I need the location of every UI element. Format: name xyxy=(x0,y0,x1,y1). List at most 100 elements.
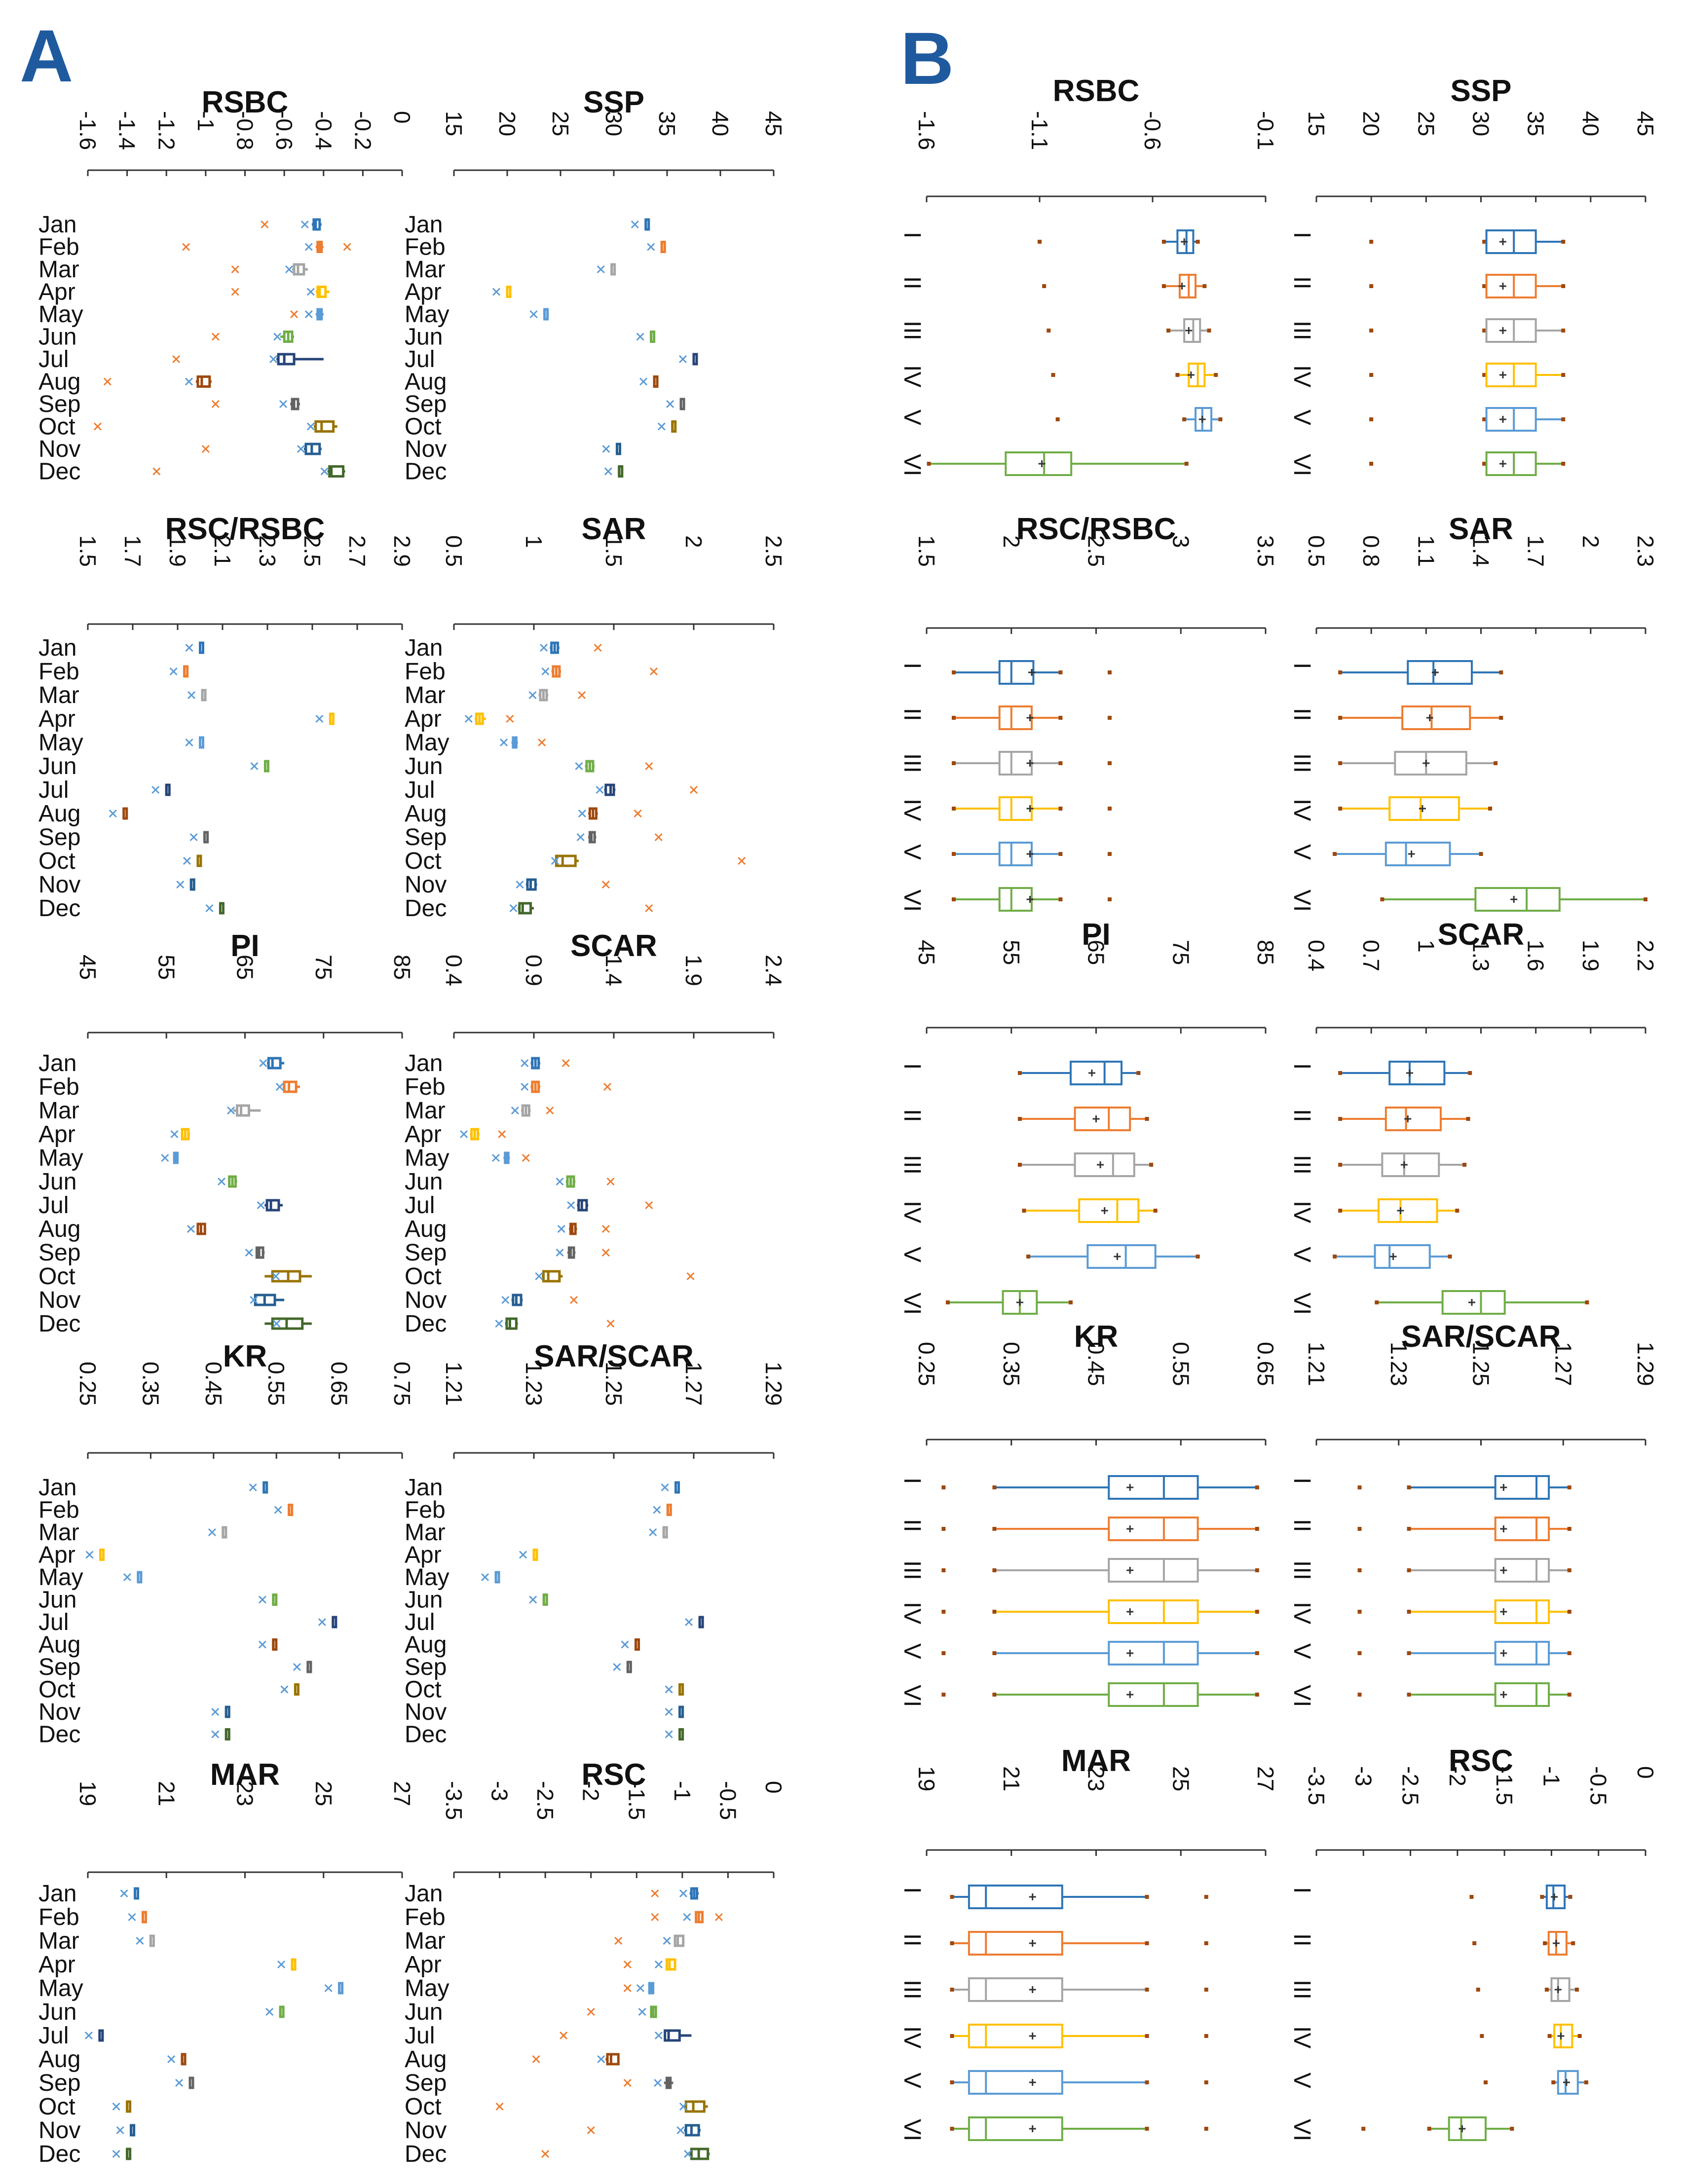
box-iv xyxy=(1480,2024,1582,2048)
mean-marker xyxy=(128,1913,136,1922)
box-may xyxy=(324,1982,344,1995)
tick-label: 21 xyxy=(999,1766,1024,1791)
mean-marker xyxy=(269,355,278,364)
box-jul xyxy=(685,1616,704,1629)
box-sep xyxy=(666,398,685,410)
mean-marker xyxy=(511,1106,519,1115)
outlier-point xyxy=(1204,1895,1208,1899)
outlier-point xyxy=(1369,462,1374,466)
category-label: V xyxy=(1289,409,1315,425)
mean-marker xyxy=(578,809,586,818)
category-label: Feb xyxy=(405,659,446,685)
outlier-point xyxy=(1042,284,1047,288)
tick-label: 0.9 xyxy=(521,955,547,986)
whisker-cap-high xyxy=(1644,897,1647,901)
whisker-cap-high xyxy=(1466,1117,1470,1121)
box-dec xyxy=(665,1728,684,1740)
category-label: Jan xyxy=(405,1050,443,1076)
tick-label: 2.4 xyxy=(761,955,786,986)
box-i xyxy=(941,1475,1259,1500)
box-apr xyxy=(85,1549,105,1561)
box-oct xyxy=(657,420,677,433)
box-aug xyxy=(621,1638,640,1651)
box-oct xyxy=(93,420,337,433)
mean-marker xyxy=(665,1707,673,1716)
tick-label: 0.4 xyxy=(1304,940,1329,971)
mean-marker xyxy=(273,333,282,341)
tick-label: 45 xyxy=(75,955,101,980)
mean-marker xyxy=(567,1201,575,1210)
outlier-point xyxy=(1369,240,1374,244)
mean-marker xyxy=(161,1153,169,1162)
whisker-cap-low xyxy=(1338,761,1343,765)
category-label: Jan xyxy=(405,635,443,661)
whisker-cap-low xyxy=(1017,1163,1022,1167)
category-label: Jun xyxy=(38,1587,76,1613)
box-jun xyxy=(575,760,653,773)
tick-label: 23 xyxy=(1084,1766,1109,1791)
box-i xyxy=(1469,1885,1572,1909)
outlier-point xyxy=(603,1082,612,1091)
box-mar xyxy=(614,1934,685,1947)
outlier-point xyxy=(1204,1988,1208,1992)
box-oct xyxy=(495,2100,708,2113)
whisker-cap-low xyxy=(1338,807,1343,811)
category-label: Mar xyxy=(38,1098,79,1124)
mean-marker xyxy=(123,1573,131,1582)
box-nov xyxy=(201,443,322,455)
mean-marker xyxy=(649,1528,657,1537)
mean-marker xyxy=(293,1663,301,1671)
mean-marker xyxy=(189,833,198,842)
outlier-point xyxy=(569,1296,578,1304)
mean-marker xyxy=(535,1272,543,1281)
box-iqr xyxy=(267,1057,282,1070)
whisker-cap-low xyxy=(1407,1568,1411,1572)
category-label: Jun xyxy=(405,1587,443,1613)
box-jun xyxy=(265,2005,285,2018)
outlier-point xyxy=(561,1059,570,1068)
category-label: Apr xyxy=(38,1542,75,1568)
whisker-cap-high xyxy=(1058,761,1063,765)
outlier-point xyxy=(182,243,190,251)
outlier-point xyxy=(941,1485,946,1489)
category-label: IV xyxy=(899,1602,925,1624)
category-label: Oct xyxy=(38,1677,75,1703)
tick-label: -1 xyxy=(193,111,219,131)
tick-label: 2.5 xyxy=(299,535,325,567)
box-i xyxy=(1338,660,1503,685)
tick-label: 3.5 xyxy=(1253,535,1278,567)
whisker-cap-high xyxy=(1184,462,1189,466)
whisker-cap-low xyxy=(950,2034,954,2038)
category-label: Jun xyxy=(38,1999,76,2025)
category-label: IV xyxy=(899,365,925,387)
whisker-cap-low xyxy=(950,1895,954,1899)
box-mar xyxy=(136,1934,155,1947)
mean-marker xyxy=(654,2078,662,2087)
category-label: IV xyxy=(899,799,925,821)
tick-label: 0.35 xyxy=(138,1362,163,1406)
outlier-point xyxy=(261,220,269,229)
mean-marker xyxy=(170,1130,179,1139)
box-iii xyxy=(1047,318,1211,343)
chart-a-ssp: SSP 15 20 25 30 35 40 45 JanFebMarAprMayJunJulAu… xyxy=(405,85,786,485)
box-feb xyxy=(274,1504,294,1516)
tick-label: 0.65 xyxy=(327,1362,352,1406)
box-iqr xyxy=(1474,887,1561,912)
outlier-point xyxy=(522,1153,530,1162)
chart-title: SCAR xyxy=(1438,918,1525,952)
outlier-point xyxy=(1107,670,1112,674)
category-label: Feb xyxy=(405,234,446,260)
chart-title: RSC xyxy=(582,1758,646,1792)
box-iqr xyxy=(1381,1152,1440,1177)
whisker-cap-low xyxy=(1544,1988,1549,1992)
panel-label-a: A xyxy=(20,14,73,97)
category-label: VI xyxy=(1289,1293,1315,1315)
box-may xyxy=(623,1982,655,1995)
category-label: May xyxy=(38,1145,83,1171)
mean-marker xyxy=(501,1296,510,1304)
box-sep xyxy=(556,1246,610,1259)
whisker-cap-low xyxy=(1407,1527,1411,1531)
box-iqr xyxy=(277,353,296,366)
